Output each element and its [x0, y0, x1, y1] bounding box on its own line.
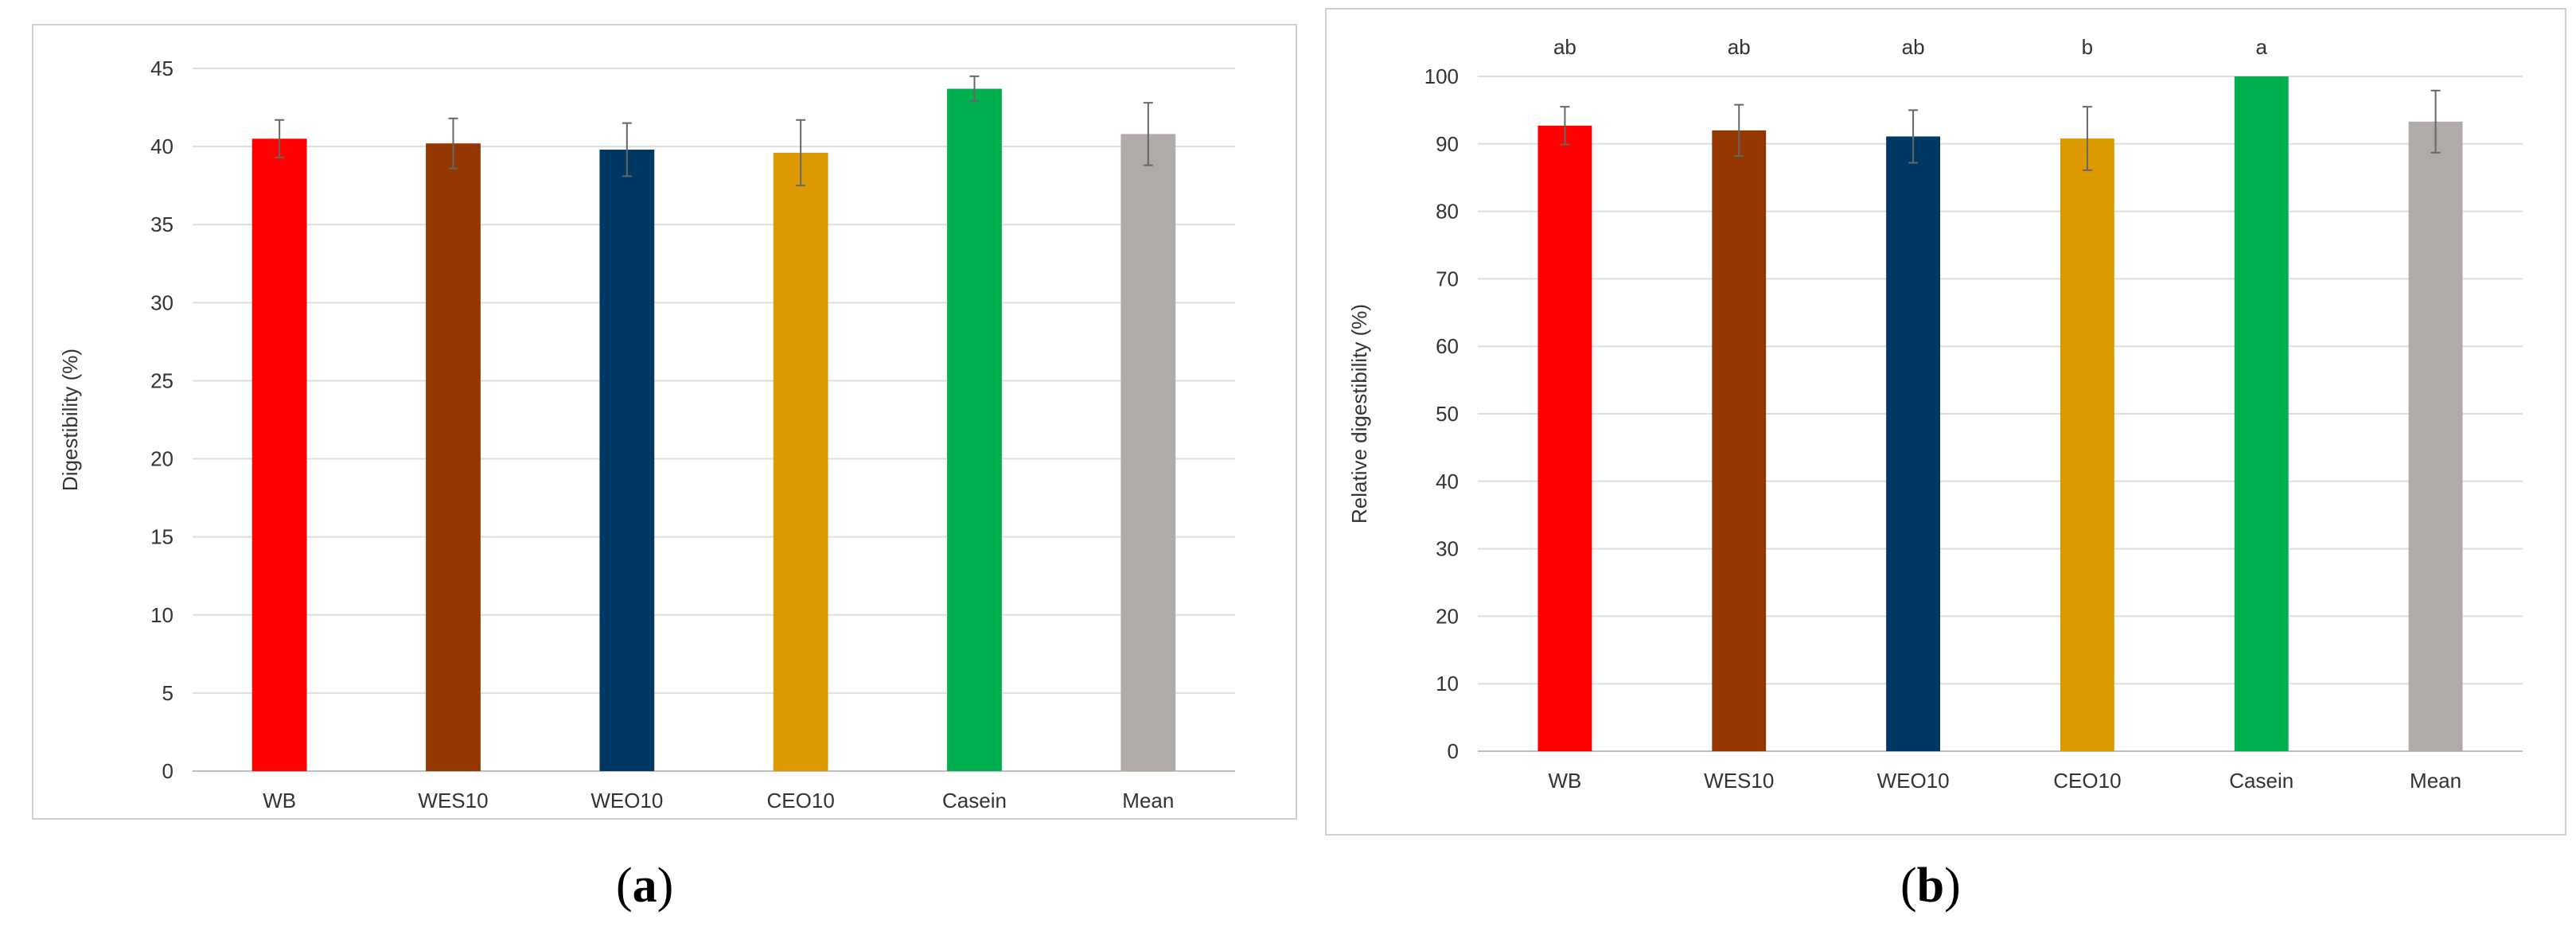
y-tick-label: 40	[150, 134, 173, 158]
bar	[1537, 125, 1592, 752]
y-tick-label: 15	[150, 525, 173, 549]
y-tick-label: 5	[162, 681, 173, 705]
y-tick-label: 80	[1436, 200, 1459, 224]
bar	[251, 138, 307, 772]
significance-letter: ab	[1728, 35, 1751, 59]
x-tick-label: WES10	[418, 789, 488, 812]
x-tick-label: WB	[1548, 769, 1581, 793]
x-tick-label: CEO10	[2053, 769, 2121, 793]
y-tick-label: 40	[1436, 469, 1459, 493]
chart-panel-a: 0 5 10 15 20 25 30 35 40 45 Digestibility (%) WB WES…	[32, 24, 1297, 820]
x-tick-label: Mean	[1122, 789, 1174, 812]
y-tick-label: 70	[1436, 267, 1459, 290]
bar	[1120, 134, 1176, 771]
bar	[947, 88, 1002, 771]
y-tick-label: 10	[1436, 672, 1459, 695]
x-tick-label: WEO10	[590, 789, 663, 812]
bar	[599, 150, 655, 772]
bar	[773, 152, 828, 771]
bar	[1712, 130, 1767, 752]
y-tick-label: 30	[150, 290, 173, 314]
y-tick-label: 20	[150, 447, 173, 471]
x-tick-label: Mean	[2410, 769, 2461, 793]
y-tick-label: 0	[1448, 739, 1459, 763]
significance-letter: a	[2256, 35, 2268, 59]
significance-letter: b	[2082, 35, 2093, 59]
y-tick-label: 20	[1436, 604, 1459, 628]
panel-caption-b: (b)	[1900, 859, 1961, 913]
y-tick-label: 25	[150, 368, 173, 392]
bar	[1886, 136, 1941, 752]
x-tick-label: WES10	[1704, 769, 1774, 793]
x-tick-label: WEO10	[1877, 769, 1950, 793]
significance-letter: ab	[1902, 35, 1925, 59]
y-tick-label: 10	[150, 603, 173, 627]
y-tick-label: 100	[1424, 64, 1459, 88]
y-axis-label: Digestibility (%)	[58, 349, 82, 491]
y-tick-label: 50	[1436, 402, 1459, 426]
y-tick-label: 60	[1436, 334, 1459, 358]
x-tick-label: Casein	[2229, 769, 2293, 793]
panel-caption-a: (a)	[616, 859, 674, 913]
x-tick-label: WB	[263, 789, 296, 812]
y-tick-label: 35	[150, 212, 173, 236]
bar	[2408, 121, 2463, 752]
x-tick-label: Casein	[942, 789, 1007, 812]
y-tick-label: 45	[150, 56, 173, 80]
bar-chart-a: 0 5 10 15 20 25 30 35 40 45 Digestibility (%) WB WES…	[58, 56, 1235, 812]
y-tick-label: 90	[1436, 132, 1459, 156]
x-tick-label: CEO10	[767, 789, 835, 812]
bar-chart-b: 0 10 20 30 40 50 60 70 80 90 100 Relative digestibi…	[1347, 35, 2523, 793]
y-tick-label: 0	[162, 759, 173, 783]
significance-letter: ab	[1553, 35, 1576, 59]
y-tick-label: 30	[1436, 537, 1459, 561]
bar	[426, 143, 481, 772]
chart-panel-b: 0 10 20 30 40 50 60 70 80 90 100 Relative digestibi…	[1325, 8, 2566, 836]
bar	[2060, 138, 2114, 752]
y-axis-label: Relative digestibility (%)	[1347, 304, 1371, 524]
bar	[2234, 76, 2289, 751]
